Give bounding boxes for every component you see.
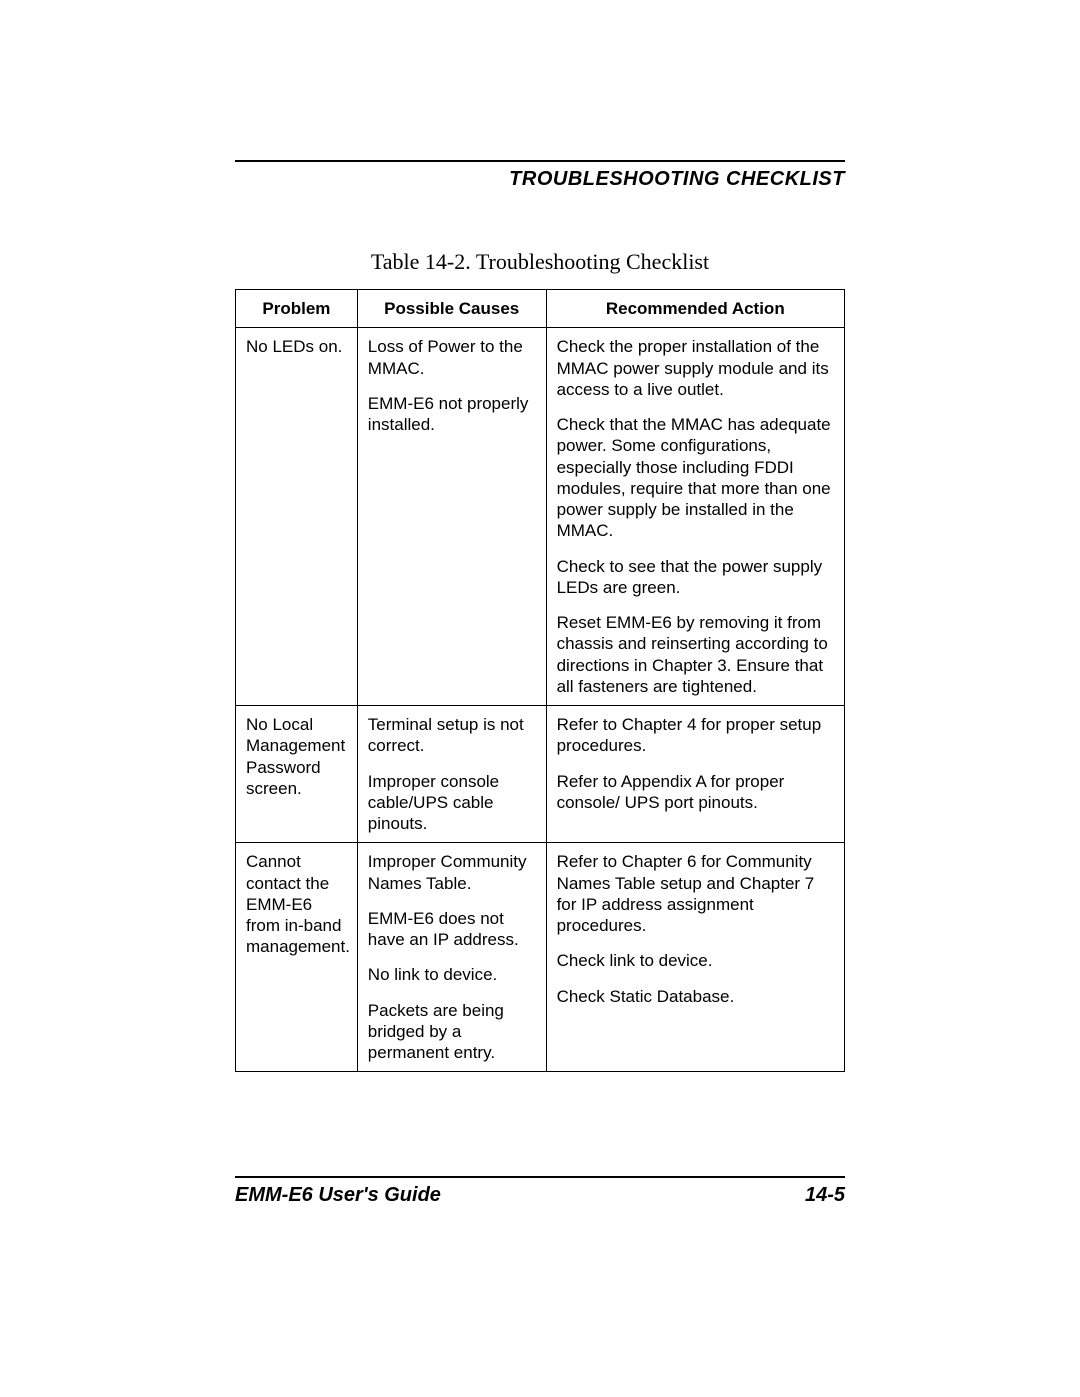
cell-action: Refer to Chapter 6 for Community Names T… bbox=[546, 843, 844, 1072]
troubleshooting-table: Problem Possible Causes Recommended Acti… bbox=[235, 289, 845, 1072]
cause-text: EMM-E6 does not have an IP address. bbox=[368, 908, 536, 951]
section-title: TROUBLESHOOTING CHECKLIST bbox=[235, 168, 845, 191]
cause-text: Packets are being bridged by a permanent… bbox=[368, 1000, 536, 1064]
header-rule bbox=[235, 160, 845, 162]
action-text: Refer to Chapter 4 for proper setup proc… bbox=[557, 714, 834, 757]
table-row: No Local Management Password screen. Ter… bbox=[236, 706, 845, 843]
action-text: Check that the MMAC has adequate power. … bbox=[557, 414, 834, 542]
cause-text: No link to device. bbox=[368, 964, 536, 985]
cause-text: EMM-E6 not properly installed. bbox=[368, 393, 536, 436]
action-text: Refer to Appendix A for proper console/ … bbox=[557, 771, 834, 814]
col-header-action: Recommended Action bbox=[546, 290, 844, 328]
cell-causes: Improper Community Names Table. EMM-E6 d… bbox=[357, 843, 546, 1072]
action-text: Check link to device. bbox=[557, 950, 834, 971]
table-row: Cannot contact the EMM-E6 from in-band m… bbox=[236, 843, 845, 1072]
action-text: Check the proper installation of the MMA… bbox=[557, 336, 834, 400]
action-text: Reset EMM-E6 by removing it from chassis… bbox=[557, 612, 834, 697]
cause-text: Improper Community Names Table. bbox=[368, 851, 536, 894]
cell-problem: No Local Management Password screen. bbox=[236, 706, 358, 843]
footer-right: 14-5 bbox=[805, 1184, 845, 1207]
cell-action: Refer to Chapter 4 for proper setup proc… bbox=[546, 706, 844, 843]
page-footer: EMM-E6 User's Guide 14-5 bbox=[235, 1176, 845, 1207]
cause-text: Loss of Power to the MMAC. bbox=[368, 336, 536, 379]
table-caption: Table 14-2. Troubleshooting Checklist bbox=[235, 249, 845, 275]
cell-problem: No LEDs on. bbox=[236, 328, 358, 706]
footer-left: EMM-E6 User's Guide bbox=[235, 1184, 441, 1207]
cause-text: Improper console cable/UPS cable pinouts… bbox=[368, 771, 536, 835]
cause-text: Terminal setup is not correct. bbox=[368, 714, 536, 757]
table-row: No LEDs on. Loss of Power to the MMAC. E… bbox=[236, 328, 845, 706]
col-header-problem: Problem bbox=[236, 290, 358, 328]
cell-problem: Cannot contact the EMM-E6 from in-band m… bbox=[236, 843, 358, 1072]
action-text: Refer to Chapter 6 for Community Names T… bbox=[557, 851, 834, 936]
action-text: Check to see that the power supply LEDs … bbox=[557, 556, 834, 599]
table-header-row: Problem Possible Causes Recommended Acti… bbox=[236, 290, 845, 328]
cell-causes: Terminal setup is not correct. Improper … bbox=[357, 706, 546, 843]
col-header-causes: Possible Causes bbox=[357, 290, 546, 328]
cell-causes: Loss of Power to the MMAC. EMM-E6 not pr… bbox=[357, 328, 546, 706]
cell-action: Check the proper installation of the MMA… bbox=[546, 328, 844, 706]
action-text: Check Static Database. bbox=[557, 986, 834, 1007]
